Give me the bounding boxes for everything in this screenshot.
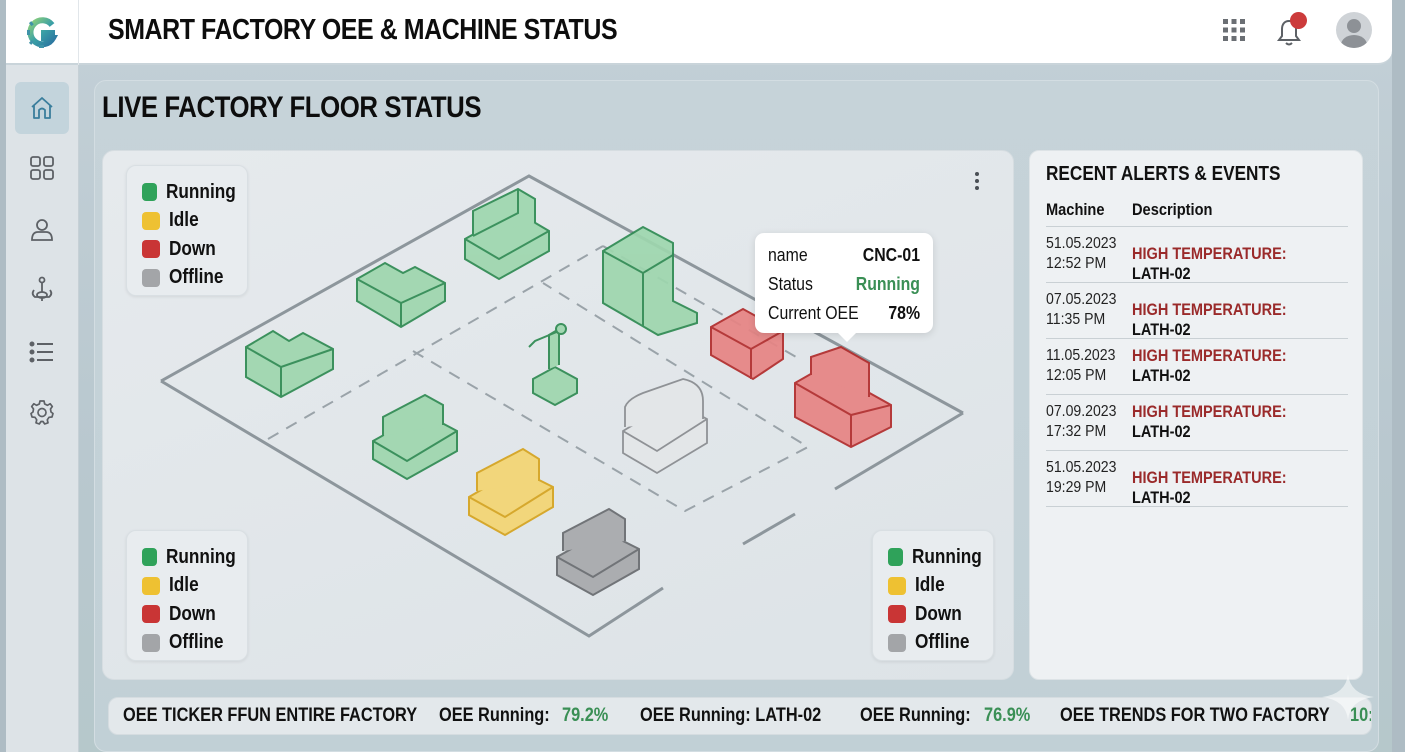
sidebar-item-list[interactable] [15, 326, 69, 378]
status-legend-bottom-right: Running Idle Down Offline [872, 530, 994, 661]
machine-running-robot [528, 323, 578, 407]
logo-icon [27, 16, 59, 48]
sidebar-item-home[interactable] [15, 82, 69, 134]
swatch-down [888, 605, 906, 624]
user-avatar-button[interactable] [1336, 12, 1372, 48]
ticker-value: 76.9% [984, 705, 1031, 726]
ticker-item: OEE TICKER FFUN ENTIRE FACTORY [123, 705, 418, 726]
tooltip-oee-value: 78% [888, 303, 920, 323]
swatch-down [142, 240, 160, 259]
machine-running-1 [464, 187, 550, 281]
user-avatar-icon [1341, 19, 1367, 48]
gear-icon [30, 400, 54, 425]
swatch-running [142, 183, 157, 202]
machine-down-2-cnc-01 [794, 345, 892, 449]
logo[interactable] [6, 0, 79, 65]
alerts-panel: RECENT ALERTS & EVENTS Machine Descripti… [1029, 150, 1363, 680]
home-icon [31, 97, 53, 119]
tooltip-name-row: name CNC-01 [768, 245, 920, 265]
tooltip-machine-name: CNC-01 [862, 245, 920, 265]
grid-icon [30, 156, 54, 180]
machine-offline-1 [622, 378, 708, 475]
sidebar-item-operators[interactable] [15, 204, 69, 256]
list-icon [29, 341, 53, 363]
top-bar: SMART FACTORY OEE & MACHINE STATUS [6, 0, 1392, 65]
legend-item-offline: Offline [142, 629, 247, 658]
ticker-value: 10: [1349, 705, 1372, 726]
oee-ticker: OEE TICKER FFUN ENTIRE FACTORY OEE Runni… [108, 697, 1372, 735]
ticker-value: 79.2% [561, 705, 609, 726]
kebab-dot-icon [975, 179, 979, 183]
notifications-button[interactable] [1276, 12, 1307, 48]
sidebar [6, 65, 79, 752]
legend-item-offline: Offline [142, 264, 247, 293]
tooltip-status-value: Running [855, 274, 920, 294]
alerts-title: RECENT ALERTS & EVENTS [1046, 163, 1281, 185]
ticker-item: OEE TRENDS FOR TWO FACTORY 10: [1060, 705, 1372, 726]
status-legend-top-left: Running Idle Down Offline [126, 165, 248, 296]
ticker-item: OEE Running: 76.9% [859, 705, 1031, 726]
machine-offline-2 [556, 507, 640, 597]
section-title: LIVE FACTORY FLOOR STATUS [102, 91, 482, 124]
swatch-idle [142, 211, 160, 230]
apps-grid-icon [1223, 19, 1245, 41]
swatch-down [142, 605, 160, 624]
swatch-offline [888, 633, 906, 652]
kebab-dot-icon [975, 172, 979, 176]
joystick-icon [31, 276, 53, 301]
machine-running-4 [602, 225, 698, 337]
swatch-running [142, 548, 157, 567]
machine-running-2 [356, 261, 446, 329]
machine-tooltip: name CNC-01 Status Running Current OEE 7… [755, 233, 933, 342]
legend-item-running: Running [142, 178, 247, 207]
legend-item-offline: Offline [888, 629, 993, 658]
alert-row[interactable]: 11.05.2023 12:05 PM HIGH TEMPERATURE: LATH… [1046, 339, 1348, 395]
sidebar-item-dashboard[interactable] [15, 142, 69, 194]
swatch-offline [142, 633, 160, 652]
legend-item-running: Running [142, 543, 247, 572]
notification-badge [1290, 12, 1307, 29]
status-legend-bottom-left: Running Idle Down Offline [126, 530, 248, 661]
sidebar-item-robotics[interactable] [15, 264, 69, 316]
swatch-offline [142, 268, 160, 287]
ticker-item: OEE Running: LATH-02 [639, 705, 821, 726]
column-header-machine: Machine [1046, 200, 1105, 219]
alerts-table-header: Machine Description [1046, 200, 1348, 227]
ticker-item: OEE Running: 79.2% [439, 705, 609, 726]
machine-running-5 [372, 393, 458, 481]
floor-more-options-button[interactable] [967, 169, 987, 193]
machine-idle [468, 447, 554, 537]
app-title: SMART FACTORY OEE & MACHINE STATUS [108, 14, 618, 46]
legend-item-idle: Idle [142, 207, 247, 236]
sidebar-item-settings[interactable] [15, 386, 69, 438]
kebab-dot-icon [975, 186, 979, 190]
user-icon [31, 219, 53, 241]
legend-item-down: Down [142, 235, 247, 264]
swatch-running [888, 548, 903, 567]
alert-row[interactable]: 07.05.2023 11:35 PM HIGH TEMPERATURE: LAT… [1046, 283, 1348, 339]
alert-row[interactable]: 51.05.2023 19:29 PM HIGH TEMPERATURE: LAT… [1046, 451, 1348, 507]
swatch-idle [888, 576, 906, 595]
tooltip-status-row: Status Running [768, 274, 920, 294]
header-actions [1222, 12, 1372, 48]
machine-running-3 [245, 329, 334, 399]
legend-item-idle: Idle [142, 572, 247, 601]
tooltip-oee-row: Current OEE 78% [768, 303, 920, 323]
alert-row[interactable]: 51.05.2023 12:52 PM HIGH TEMPERATURE: LAT… [1046, 227, 1348, 283]
apps-grid-button[interactable] [1222, 18, 1246, 42]
swatch-idle [142, 576, 160, 595]
legend-item-running: Running [888, 543, 993, 572]
column-header-description: Description [1132, 200, 1213, 219]
legend-item-down: Down [888, 600, 993, 629]
legend-item-idle: Idle [888, 572, 993, 601]
alert-row[interactable]: 07.09.2023 17:32 PM HIGH TEMPERATURE: LATH… [1046, 395, 1348, 451]
legend-item-down: Down [142, 600, 247, 629]
